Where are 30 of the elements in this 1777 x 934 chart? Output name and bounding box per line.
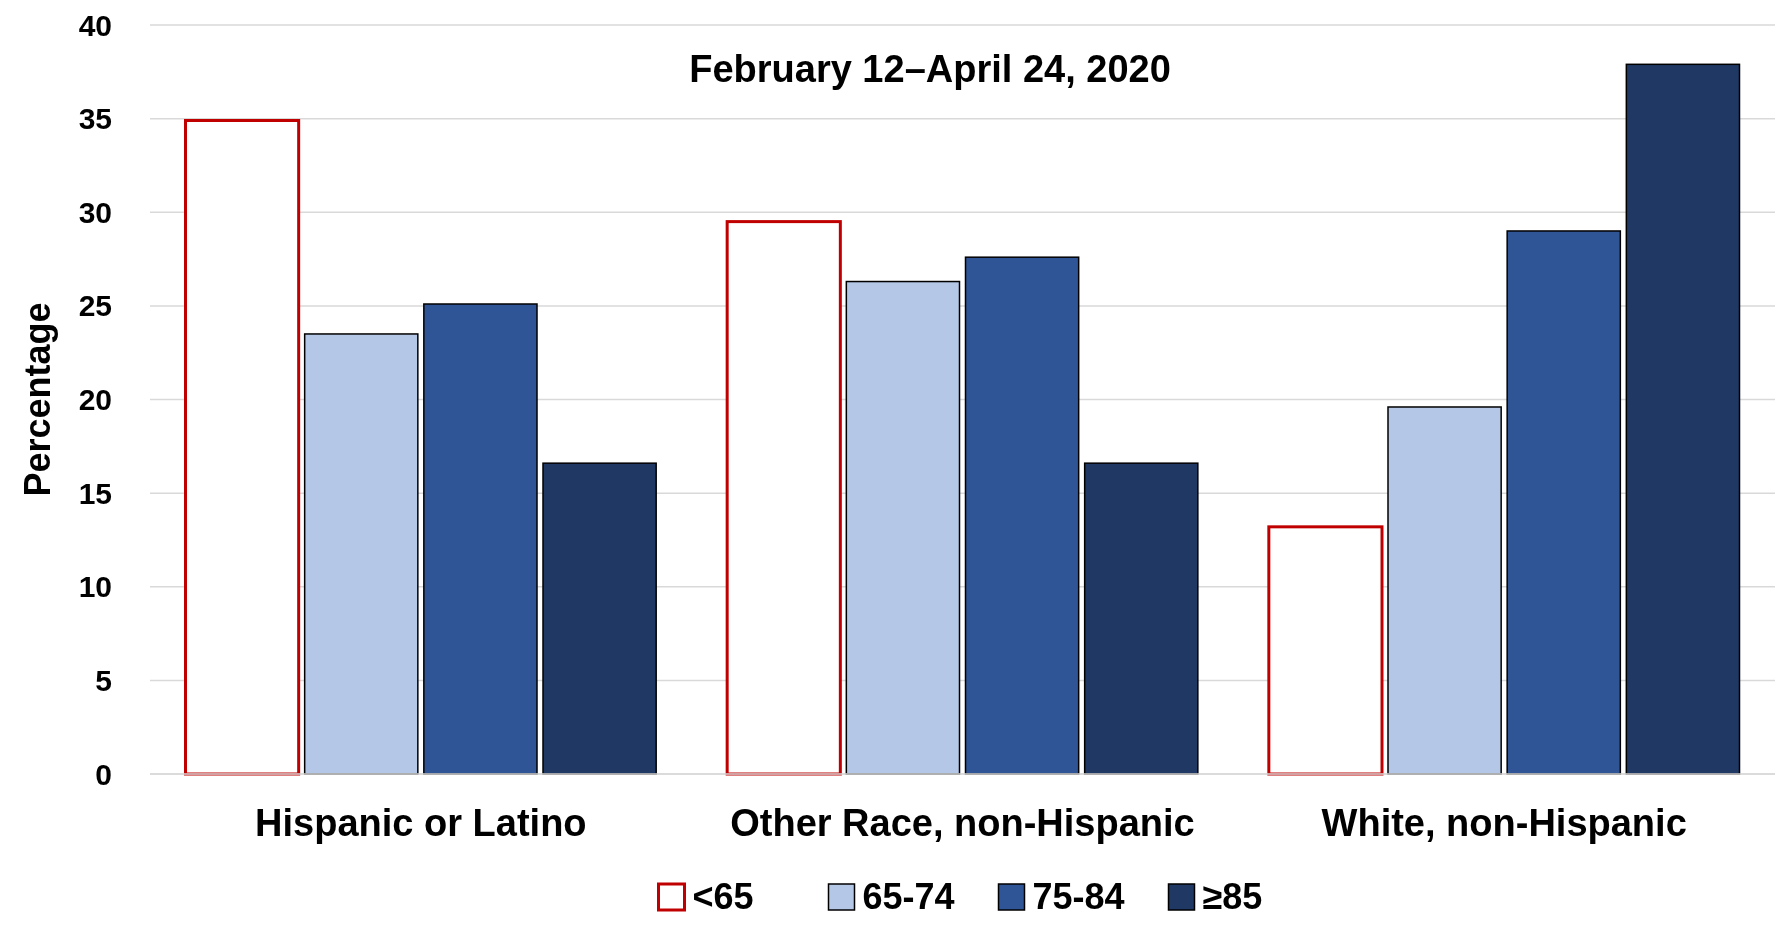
y-tick-label: 0 (95, 757, 112, 791)
bar (184, 119, 301, 776)
y-tick-label: 10 (78, 570, 112, 604)
bar (423, 303, 538, 775)
y-axis-title: Percentage (17, 302, 58, 497)
legend-label: <65 (692, 876, 754, 917)
bar (964, 256, 1080, 775)
y-tick-label: 15 (78, 476, 112, 510)
legend-label: 65-74 (862, 876, 955, 917)
bar (725, 220, 842, 776)
x-tick-label: White, non-Hispanic (1321, 802, 1687, 844)
bar (1387, 406, 1502, 775)
bar (845, 280, 961, 775)
legend-label: 75-84 (1032, 876, 1125, 917)
bar (1506, 230, 1622, 775)
x-tick-label: Other Race, non-Hispanic (730, 802, 1195, 844)
text: February 12–April 24, 2020 (689, 48, 1171, 90)
bar (542, 462, 657, 775)
x-tick-label: Hispanic or Latino (255, 802, 587, 844)
y-tick-label: 30 (78, 195, 112, 229)
bar (303, 333, 419, 775)
y-tick-label: 40 (78, 8, 112, 42)
y-tick-label: 25 (78, 289, 112, 323)
y-tick-label: 20 (78, 383, 112, 416)
y-tick-label: 35 (78, 102, 112, 136)
y-tick-label: 5 (95, 663, 112, 697)
bar (1083, 462, 1199, 775)
bar (1267, 525, 1384, 776)
bar (1625, 63, 1741, 775)
legend-label: ≥85 (1202, 876, 1263, 917)
